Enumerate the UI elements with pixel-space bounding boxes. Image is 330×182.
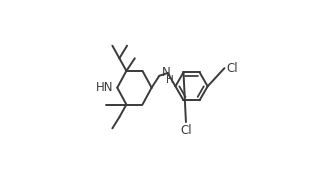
Text: Cl: Cl [180,124,192,137]
Text: H: H [166,75,173,85]
Text: Cl: Cl [227,62,239,75]
Text: N: N [162,66,171,80]
Text: HN: HN [96,81,113,94]
